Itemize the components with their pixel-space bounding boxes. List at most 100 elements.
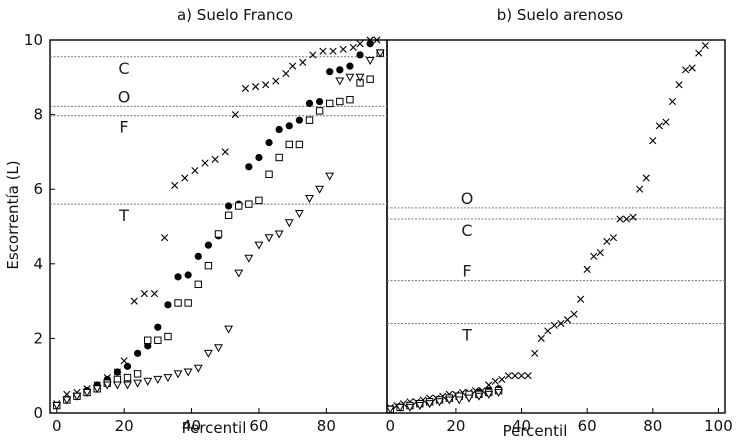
panel-a-point-x [282,69,290,78]
panel-a-point-x [319,47,327,55]
panel-a-point-circle [134,349,142,357]
panel-a-point-circle [194,252,202,260]
panel-b-point-x [642,174,650,182]
panel-a-point-triangle [112,381,122,390]
panel-a-point-square [174,299,182,307]
panel-a-point-square [275,153,283,162]
panel-a-point-square [255,196,263,205]
panel-a-point-circle [305,99,314,108]
panel-a-point-x [349,43,357,52]
panel-a-point-square [144,336,152,344]
panel-b-point-x [491,377,499,385]
panel-a-point-square [336,97,344,106]
panel-b-point-x [537,334,545,342]
panel-a-point-triangle [163,374,173,383]
panel-b-point-triangle [385,405,395,414]
panel-a-reference-label: O [118,87,131,106]
panel-a-point-circle [255,153,263,162]
panel-b-point-x [544,327,552,335]
panel-b-point-x [557,319,565,328]
panel-a-point-square [123,373,132,382]
panel-a-point-circle [123,362,132,370]
panel-a-point-x [339,45,347,53]
panel-b-point-x [695,49,703,57]
panel-a-point-circle [366,40,374,48]
panel-a-point-triangle [325,172,335,181]
panel-a-point-triangle [365,57,375,66]
panel-a-y-tick-label: 0 [33,404,43,422]
panel-a-reference-label: F [119,118,128,137]
panel-a-point-x [262,81,270,89]
panel-a-point-x [231,111,239,119]
y-axis-label: Escorrentía (L) [4,160,22,269]
panel-a-point-square [194,280,202,289]
panel-a-point-circle [204,241,212,249]
panel-a-point-triangle [375,49,385,58]
panel-b-title: b) Suelo arenoso [497,6,623,24]
panel-a-point-square [305,116,314,124]
panel-b-point-x [688,64,696,72]
panel-a-point-triangle [335,77,345,86]
panel-b-point-triangle [444,396,454,405]
panel-a-point-square [154,336,162,344]
panel-a-point-circle [336,66,344,74]
panel-a-point-square [224,211,233,220]
panel-a-point-square [295,140,304,149]
panel-b-x-tick-label: 40 [512,417,531,435]
panel-b-point-triangle [464,394,474,403]
panel-a-x-tick-label: 60 [249,417,268,435]
panel-b-point-triangle [484,390,494,399]
panel-b-point-x [596,249,604,257]
panel-b-point-x [524,372,532,380]
panel-a-point-triangle [254,241,264,250]
panel-a-point-x [241,84,250,93]
panel-a-point-x [373,36,381,44]
panel-b-point-x [655,122,663,130]
panel-b-frame [386,39,726,414]
panel-b-point-x [485,381,493,389]
panel-b-point-x [498,375,506,384]
panel-a-point-circle [245,163,253,171]
panel-b-point-x [662,118,670,126]
panel-a-point-triangle [315,185,325,194]
panel-b-point-triangle [494,388,504,398]
panel-a-point-square [285,140,293,149]
panel-a-point-circle [113,368,121,376]
panel-a-x-tick-label: 80 [317,417,336,435]
panel-b-point-x [531,349,539,357]
panel-a-point-circle [285,122,293,130]
panel-b-point-triangle [415,402,425,411]
panel-a-point-x [171,181,179,190]
panel-a-point-triangle [284,219,294,228]
panel-a-x-axis-label: Percentil [182,419,247,437]
panel-b-point-x [550,321,558,329]
panel-a-point-circle [144,342,152,350]
panel-a-point-square [184,299,192,307]
panel-b: OC F T 0 20 40 60 80 100 [386,42,733,435]
panel-a-point-x [160,234,169,242]
panel-a-point-square [346,95,354,104]
panel-a-point-square [214,230,223,238]
panel-a-x-tick-label: 0 [52,417,62,435]
panel-a-point-triangle [72,392,82,401]
panel-a-title: a) Suelo Franco [177,6,293,24]
panel-a-point-triangle [264,234,274,243]
panel-a-point-triangle [143,377,153,386]
panel-a-point-circle [316,97,324,106]
panel-a-point-triangle [82,388,92,398]
panel-a-point-triangle [203,349,213,358]
panel-a-point-circle [346,62,354,70]
panel-b-point-x [622,215,631,223]
panel-a-point-triangle [224,325,234,334]
panel-b-point-x [636,185,644,193]
panel-b-point-x [616,215,624,223]
panel-a-reference-label: C [118,59,129,78]
panel-b-point-x [563,316,572,324]
panel-a-point-circle [295,116,303,124]
panel-b-reference-label: C [461,221,472,240]
panel-a-point-square [326,99,334,108]
panel-a-point-circle [326,68,334,76]
panel-a-point-triangle [153,375,163,384]
panel-a-point-triangle [102,381,112,390]
panel-b-reference-label: O [461,189,474,208]
